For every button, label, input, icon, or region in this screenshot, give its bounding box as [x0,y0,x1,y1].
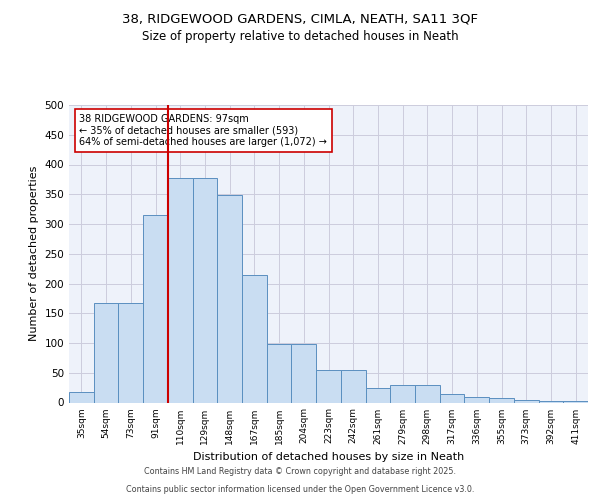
Bar [341,370,365,402]
Bar [316,370,341,402]
Bar [489,398,514,402]
Text: Size of property relative to detached houses in Neath: Size of property relative to detached ho… [142,30,458,43]
Bar [193,178,217,402]
Bar [242,274,267,402]
Y-axis label: Number of detached properties: Number of detached properties [29,166,39,342]
Bar [69,392,94,402]
Bar [440,394,464,402]
Bar [292,344,316,403]
Bar [365,388,390,402]
Bar [514,400,539,402]
Bar [118,303,143,402]
X-axis label: Distribution of detached houses by size in Neath: Distribution of detached houses by size … [193,452,464,462]
Bar [94,303,118,402]
Text: Contains HM Land Registry data © Crown copyright and database right 2025.: Contains HM Land Registry data © Crown c… [144,467,456,476]
Bar [267,344,292,403]
Bar [217,196,242,402]
Bar [390,384,415,402]
Bar [168,178,193,402]
Text: Contains public sector information licensed under the Open Government Licence v3: Contains public sector information licen… [126,485,474,494]
Text: 38, RIDGEWOOD GARDENS, CIMLA, NEATH, SA11 3QF: 38, RIDGEWOOD GARDENS, CIMLA, NEATH, SA1… [122,12,478,26]
Bar [539,400,563,402]
Bar [464,396,489,402]
Bar [143,215,168,402]
Bar [563,400,588,402]
Bar [415,384,440,402]
Text: 38 RIDGEWOOD GARDENS: 97sqm
← 35% of detached houses are smaller (593)
64% of se: 38 RIDGEWOOD GARDENS: 97sqm ← 35% of det… [79,114,327,147]
